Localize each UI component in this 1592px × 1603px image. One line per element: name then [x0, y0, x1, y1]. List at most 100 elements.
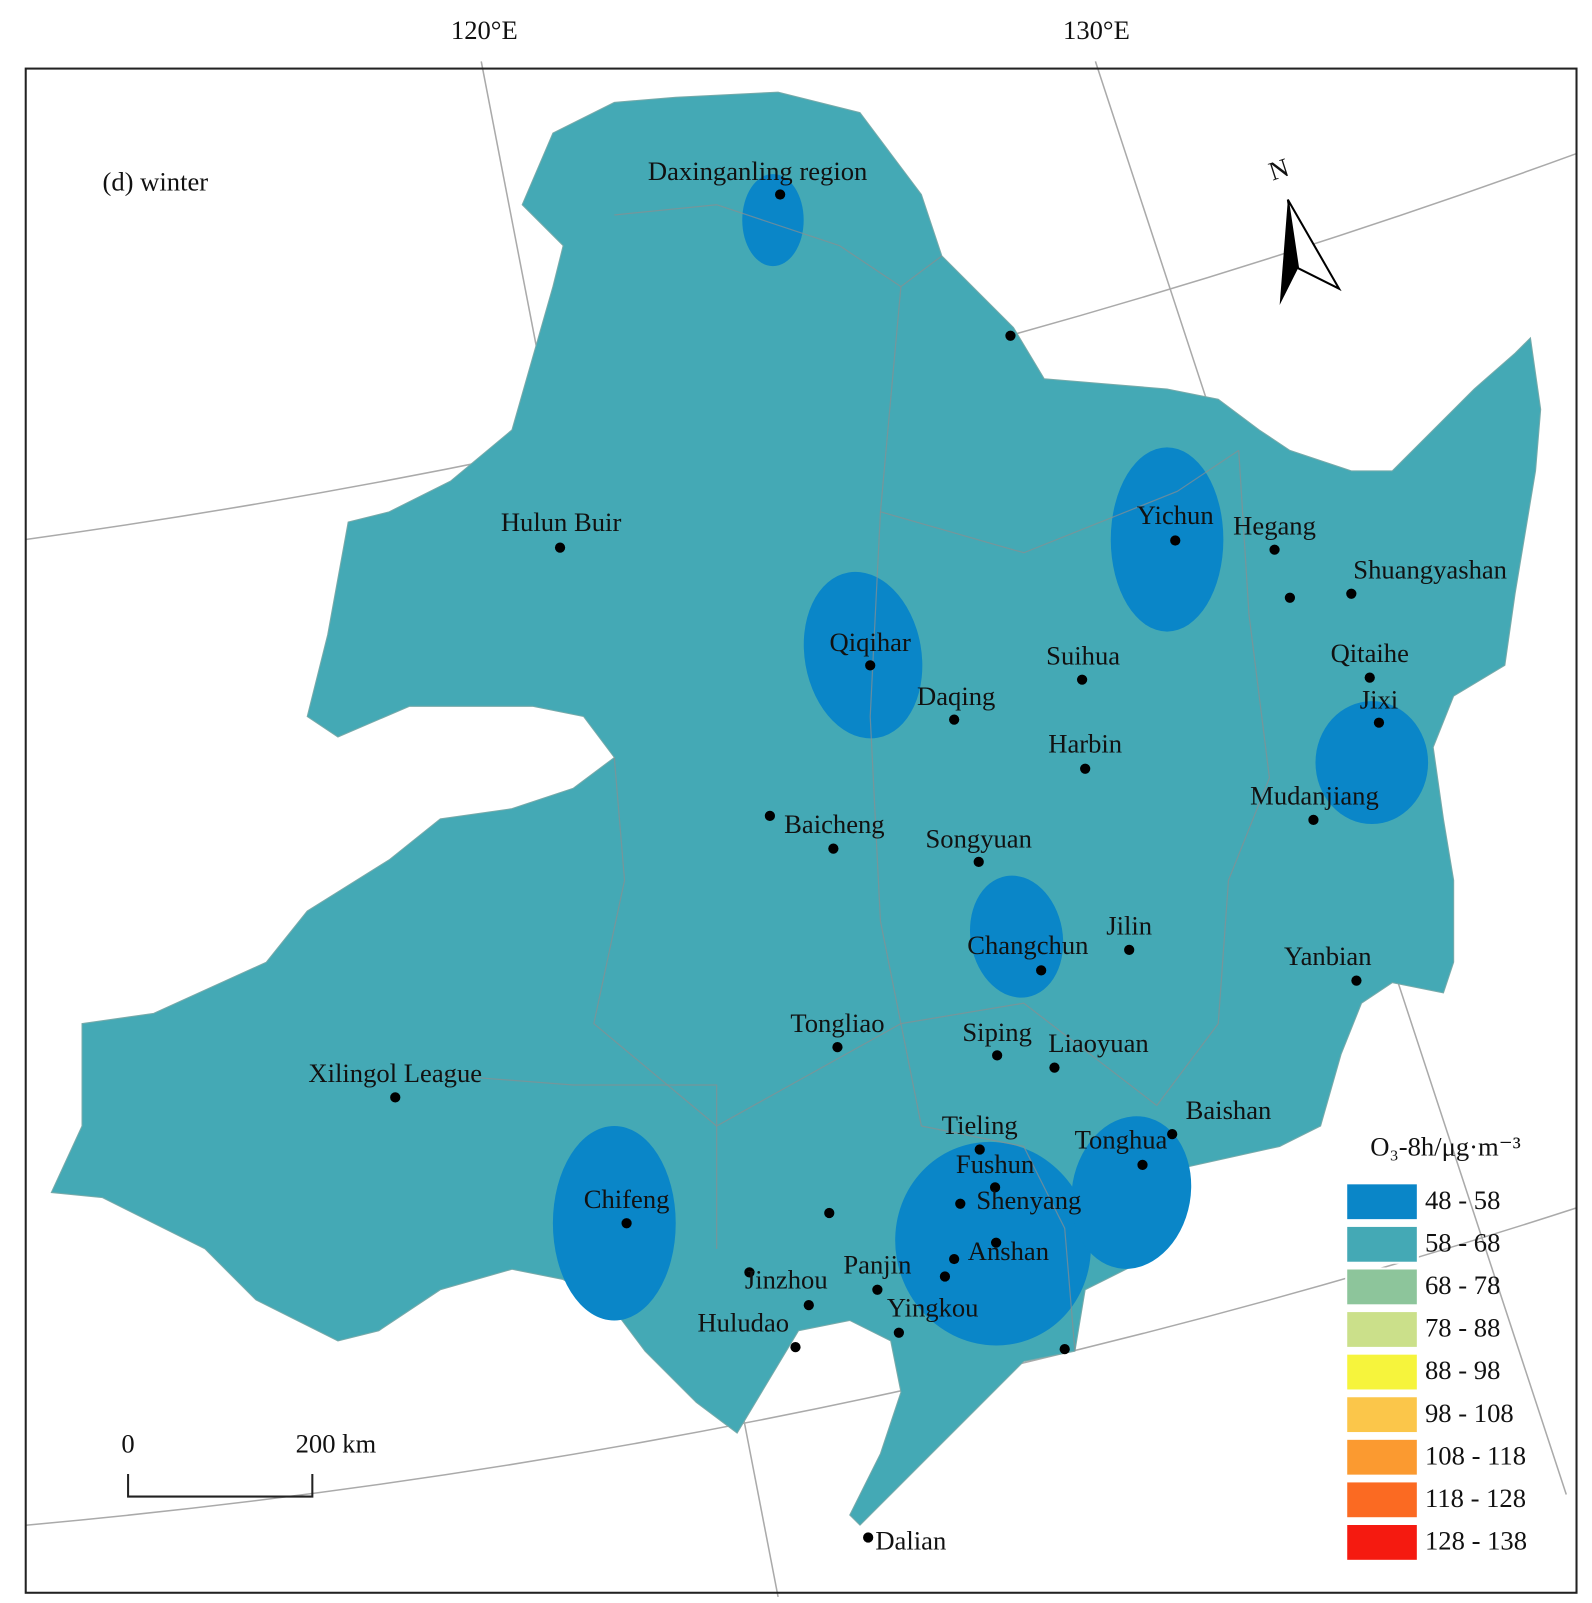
legend-swatch	[1345, 1224, 1419, 1264]
low-zone	[552, 1125, 676, 1321]
city-label: Baishan	[1186, 1095, 1272, 1125]
city-dot	[973, 856, 984, 868]
legend-swatch	[1345, 1352, 1419, 1392]
city-dot	[775, 189, 786, 200]
city-label: Hegang	[1233, 510, 1316, 540]
city-label: Panjin	[843, 1249, 911, 1279]
city-dot	[828, 843, 839, 854]
city-dot	[790, 1341, 801, 1353]
legend-swatch	[1345, 1395, 1419, 1435]
legend-label: 118 - 128	[1425, 1483, 1526, 1513]
city-label: Harbin	[1048, 728, 1122, 758]
city-dot	[1308, 814, 1319, 826]
north-arrow: N	[1265, 152, 1342, 306]
city-label: Shuangyashan	[1353, 554, 1507, 584]
site-dot	[991, 1237, 1002, 1248]
city-dot	[832, 1042, 843, 1053]
city-dot	[989, 1182, 1001, 1193]
city-label: Suihua	[1046, 640, 1120, 670]
city-label: Tongliao	[790, 1008, 884, 1038]
city-dot	[1080, 763, 1091, 774]
city-label: Songyuan	[925, 824, 1031, 854]
city-label: Xilingol League	[308, 1058, 482, 1088]
city-dot	[992, 1050, 1003, 1061]
city-dot	[1351, 975, 1362, 986]
city-dot	[554, 542, 566, 553]
site-dot	[939, 1271, 951, 1282]
scale-line	[127, 1474, 314, 1498]
city-label: Shenyang	[976, 1185, 1081, 1215]
city-label: Fushun	[956, 1149, 1034, 1179]
boundary	[921, 1125, 1076, 1352]
scale-end: 200 km	[296, 1428, 377, 1458]
legend-label: 58 - 68	[1425, 1227, 1500, 1257]
legend-swatch	[1345, 1182, 1419, 1222]
city-dot	[863, 1532, 874, 1543]
site-dot	[824, 1207, 835, 1219]
city-dot	[1346, 588, 1357, 599]
legend-swatch	[1345, 1310, 1419, 1349]
cities: Daxinganling region Hulun Buir Yichun Hegan…	[308, 156, 1507, 1556]
boundary	[880, 449, 1240, 554]
city-dot	[893, 1327, 904, 1338]
city-label: Liaoyuan	[1048, 1028, 1149, 1058]
site-dot	[764, 810, 776, 821]
city-label: Hulun Buir	[501, 507, 622, 537]
low-zone	[742, 174, 804, 267]
city-dot	[803, 1300, 814, 1311]
city-dot	[1167, 1129, 1178, 1140]
city-dot	[872, 1284, 883, 1295]
longitude-label: 120°E	[451, 15, 518, 45]
city-label: Daxinganling region	[648, 156, 867, 186]
scale-bar: 0 200 km	[121, 1428, 377, 1498]
city-dot	[955, 1198, 966, 1209]
boundary	[1156, 450, 1271, 1106]
city-dot	[1364, 672, 1375, 683]
city-dot	[1170, 535, 1181, 546]
arrow-half	[1279, 199, 1299, 306]
legend-label: 78 - 88	[1425, 1313, 1500, 1343]
low-zone	[1315, 701, 1429, 825]
city-label: Changchun	[967, 930, 1088, 960]
city-dot	[1124, 944, 1135, 956]
boundaries	[440, 204, 1271, 1352]
unlabeled-sites	[744, 330, 1296, 1355]
legend-label: 128 - 138	[1425, 1526, 1527, 1556]
city-dot	[1373, 717, 1385, 728]
scale-start: 0	[121, 1428, 134, 1458]
low-zone	[803, 571, 923, 739]
low-zone	[1110, 447, 1224, 632]
legend: O₃-8h/μg·m⁻³ 48 - 58 58 - 68 68 - 78 78 - 8…	[1345, 1132, 1527, 1562]
frame	[24, 67, 1578, 1594]
boundary	[614, 204, 943, 288]
site-dot	[1005, 330, 1016, 341]
legend-swatch	[1345, 1480, 1419, 1520]
legend-swatch	[1345, 1522, 1419, 1562]
legend-label: 108 - 118	[1425, 1440, 1526, 1470]
city-dot	[1137, 1159, 1148, 1171]
city-dot	[1036, 965, 1047, 976]
legend-swatch	[1345, 1437, 1419, 1477]
city-label: Jixi	[1360, 684, 1398, 714]
city-label: Jinzhou	[745, 1265, 828, 1295]
legend-title: O₃-8h/μg·m⁻³	[1370, 1132, 1521, 1162]
city-label: Dalian	[875, 1526, 946, 1556]
city-dot	[1076, 674, 1088, 685]
city-label: Chifeng	[584, 1184, 670, 1214]
city-label: Yingkou	[887, 1292, 979, 1322]
city-label: Qitaihe	[1331, 638, 1409, 668]
boundary	[440, 1074, 718, 1249]
legend-label: 88 - 98	[1425, 1355, 1500, 1385]
city-dot	[1269, 544, 1280, 555]
site-dot	[1059, 1344, 1070, 1355]
city-dot	[621, 1218, 632, 1229]
city-dot	[390, 1092, 401, 1103]
city-label: Yichun	[1137, 500, 1214, 530]
city-dot	[1049, 1062, 1060, 1073]
city-dot	[974, 1144, 985, 1155]
boundary	[869, 286, 922, 1127]
city-label: Huludao	[697, 1308, 789, 1338]
city-label: Mudanjiang	[1250, 781, 1379, 811]
city-dot	[949, 1253, 960, 1265]
city-dot	[949, 714, 960, 725]
